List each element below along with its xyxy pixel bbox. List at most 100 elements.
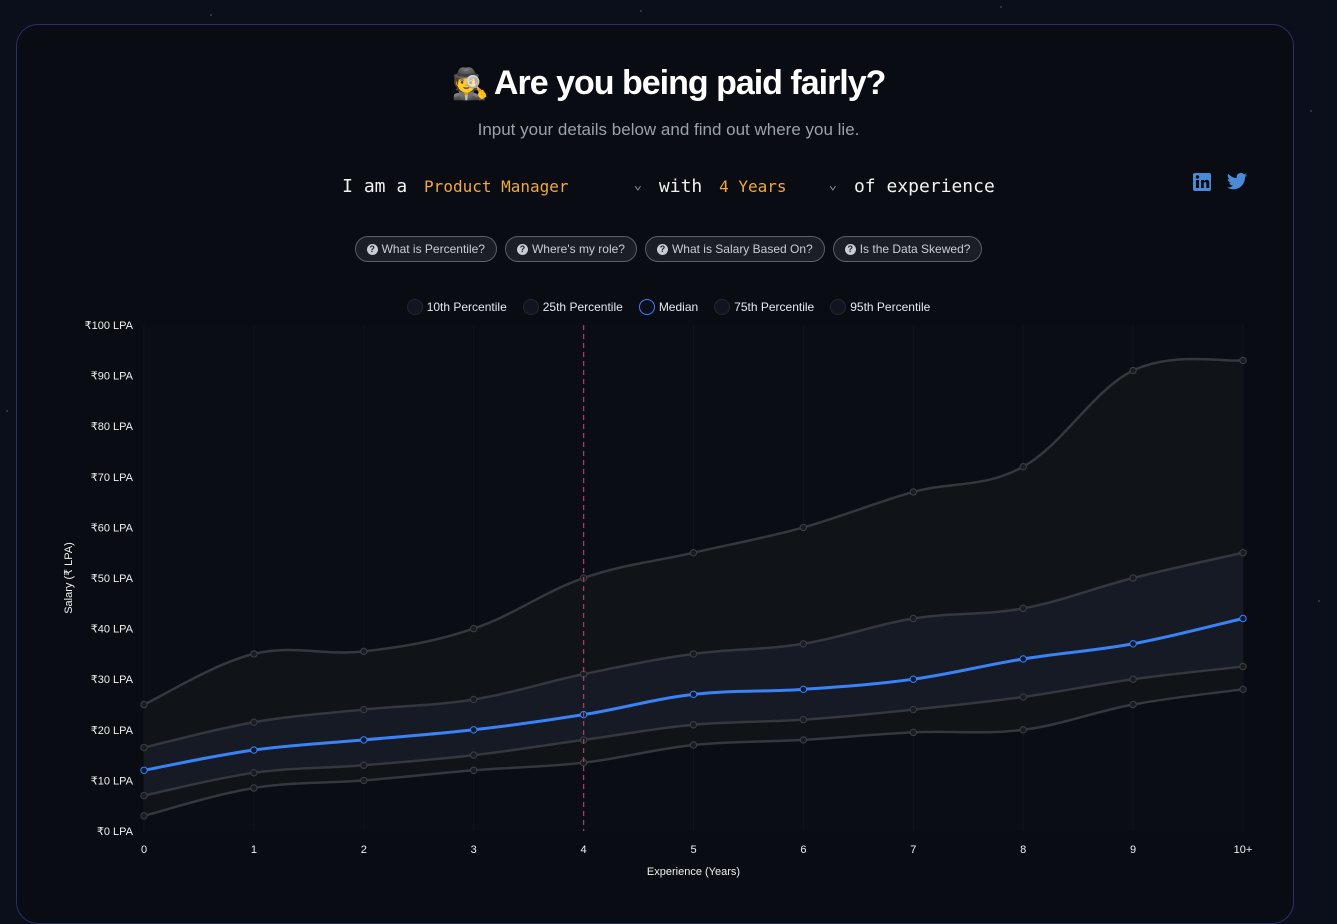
chart-legend: 10th Percentile 25th Percentile Median 7… <box>0 299 1337 315</box>
legend-toggle[interactable] <box>522 299 539 315</box>
y-tick-label: ₹50 LPA <box>91 573 134 585</box>
x-axis-title: Experience (Years) <box>647 866 740 878</box>
legend-label: 25th Percentile <box>542 300 623 314</box>
x-tick-label: 0 <box>141 844 147 856</box>
question-circle-icon: ? <box>656 243 668 255</box>
data-point <box>250 650 258 658</box>
faq-button-role[interactable]: ? Where's my role? <box>504 236 637 262</box>
years-value: 4 Years <box>719 177 787 196</box>
question-circle-icon: ? <box>366 243 378 255</box>
legend-toggle[interactable] <box>638 299 655 315</box>
percentile-band <box>144 618 1243 796</box>
years-select[interactable]: 4 Years ⌄ <box>719 177 837 196</box>
data-point <box>140 812 148 820</box>
data-point <box>250 718 258 726</box>
legend-toggle[interactable] <box>830 299 847 315</box>
data-point <box>360 761 368 769</box>
data-point <box>799 640 808 648</box>
data-point <box>909 705 917 714</box>
legend-item-p10[interactable]: 10th Percentile <box>406 299 507 315</box>
faq-buttons: ? What is Percentile? ? Where's my role? ?… <box>0 236 1337 262</box>
percentile-band <box>144 552 1243 771</box>
data-point <box>909 675 917 683</box>
x-tick-label: 4 <box>581 844 587 856</box>
x-tick-label: 2 <box>361 844 367 856</box>
data-point <box>470 726 478 734</box>
y-tick-label: ₹0 LPA <box>97 826 134 838</box>
data-point <box>1019 655 1027 663</box>
data-point <box>1129 366 1137 375</box>
faq-button-percentile[interactable]: ? What is Percentile? <box>354 236 497 262</box>
y-tick-label: ₹20 LPA <box>91 725 134 737</box>
data-point <box>799 736 808 744</box>
faq-button-salary-basis[interactable]: ? What is Salary Based On? <box>644 236 825 262</box>
sentence-prefix: I am a <box>342 176 408 197</box>
role-value: Product Manager <box>424 177 569 196</box>
x-tick-label: 5 <box>690 844 696 856</box>
faq-label: Where's my role? <box>531 242 625 256</box>
chevron-down-icon: ⌄ <box>633 177 643 193</box>
legend-label: Median <box>658 300 699 314</box>
data-point <box>360 736 368 744</box>
data-point <box>1129 675 1137 683</box>
data-point <box>1239 549 1247 557</box>
data-point <box>360 705 368 714</box>
data-point <box>470 624 478 633</box>
faq-label: Is the Data Skewed? <box>859 242 971 256</box>
y-tick-label: ₹90 LPA <box>91 371 134 383</box>
data-point <box>470 751 478 759</box>
chevron-down-icon: ⌄ <box>828 177 838 193</box>
legend-item-p25[interactable]: 25th Percentile <box>522 299 623 315</box>
data-point <box>250 784 258 792</box>
legend-item-p75[interactable]: 75th Percentile <box>714 299 814 315</box>
x-tick-label: 7 <box>910 844 916 856</box>
y-tick-label: ₹40 LPA <box>91 624 134 636</box>
data-point <box>689 741 698 749</box>
legend-label: 10th Percentile <box>426 300 507 314</box>
data-point <box>909 488 917 496</box>
legend-toggle[interactable] <box>406 299 423 315</box>
data-point <box>140 700 148 709</box>
data-point <box>1129 574 1137 582</box>
data-point <box>1239 614 1247 623</box>
data-point <box>1129 700 1137 709</box>
twitter-icon[interactable] <box>1226 172 1248 197</box>
legend-toggle[interactable] <box>714 299 731 315</box>
data-point <box>1239 662 1247 671</box>
data-point <box>1129 640 1137 648</box>
question-circle-icon: ? <box>516 243 528 255</box>
data-point <box>140 791 148 800</box>
data-point <box>1019 693 1027 701</box>
x-tick-label: 8 <box>1020 844 1026 856</box>
detective-emoji: 🕵️ <box>451 68 489 101</box>
data-point <box>909 728 917 737</box>
faq-button-skewed[interactable]: ? Is the Data Skewed? <box>832 236 983 262</box>
page-title: 🕵️ Are you being paid fairly? <box>0 64 1337 103</box>
y-tick-label: ₹60 LPA <box>91 522 134 534</box>
role-select[interactable]: Product Manager ⌄ <box>424 177 642 196</box>
y-tick-label: ₹10 LPA <box>91 775 134 787</box>
legend-item-median[interactable]: Median <box>638 299 699 315</box>
y-tick-label: ₹100 LPA <box>85 320 134 332</box>
sentence-suffix: of experience <box>853 176 995 197</box>
data-point <box>909 614 917 623</box>
legend-item-p95[interactable]: 95th Percentile <box>830 299 930 315</box>
y-tick-label: ₹70 LPA <box>91 472 134 484</box>
x-tick-label: 6 <box>800 844 806 856</box>
data-point <box>470 695 478 704</box>
faq-label: What is Percentile? <box>381 242 485 256</box>
data-point <box>1019 462 1027 471</box>
data-point <box>140 766 148 774</box>
data-point <box>250 746 258 754</box>
linkedin-icon[interactable] <box>1192 172 1212 197</box>
data-point <box>689 721 698 729</box>
data-point <box>689 650 698 658</box>
data-point <box>799 523 808 532</box>
data-point <box>250 769 258 777</box>
data-point <box>1019 604 1027 613</box>
legend-label: 75th Percentile <box>734 300 815 314</box>
y-tick-label: ₹30 LPA <box>91 674 134 686</box>
x-tick-label: 3 <box>471 844 477 856</box>
input-sentence: I am a Product Manager ⌄ with 4 Years ⌄ of… <box>0 176 1337 197</box>
legend-label: 95th Percentile <box>850 300 931 314</box>
